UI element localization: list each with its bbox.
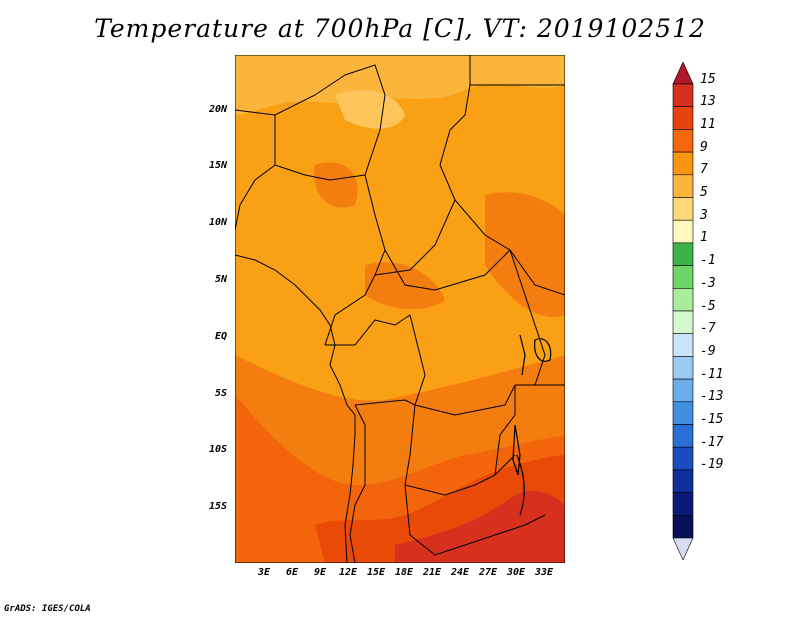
colorbar-label: 9 bbox=[700, 139, 708, 155]
colorbar-swatch bbox=[672, 310, 694, 335]
lon-label: 24E bbox=[450, 567, 470, 578]
colorbar-swatch bbox=[672, 151, 694, 176]
grads-credit: GrADS: IGES/COLA bbox=[4, 604, 91, 614]
colorbar-label: -9 bbox=[700, 343, 716, 359]
colorbar-swatch bbox=[672, 265, 694, 289]
lat-label: 20N bbox=[208, 104, 227, 115]
lon-label: 30E bbox=[506, 567, 526, 578]
lon-label: 12E bbox=[338, 567, 358, 578]
colorbar-label: 1 bbox=[700, 230, 708, 246]
colorbar-label: 5 bbox=[700, 185, 708, 200]
lat-label: 15N bbox=[208, 160, 227, 171]
colorbar-swatch bbox=[672, 242, 694, 266]
colorbar-top-arrow bbox=[672, 62, 694, 85]
colorbar-swatch bbox=[672, 356, 694, 380]
temperature-warm-patch-east bbox=[485, 192, 565, 317]
lon-label: 27E bbox=[478, 567, 498, 578]
colorbar-label: -17 bbox=[700, 434, 724, 450]
colorbar-swatch bbox=[672, 197, 694, 221]
lakes bbox=[512, 334, 552, 516]
colorbar-swatch bbox=[672, 446, 694, 471]
colorbar-label: -15 bbox=[700, 412, 724, 427]
chart-title: Temperature at 700hPa [C], VT: 201910251… bbox=[94, 14, 706, 43]
lat-label: 10N bbox=[208, 217, 227, 228]
temperature-cool-patch bbox=[335, 90, 405, 129]
colorbar-swatch bbox=[672, 401, 694, 425]
temperature-warm-patch-north bbox=[314, 162, 358, 208]
colorbar-bottom-arrow bbox=[672, 537, 694, 560]
colorbar-label: -3 bbox=[700, 275, 716, 291]
lat-label: 10S bbox=[208, 444, 227, 455]
colorbar-label: -13 bbox=[700, 389, 724, 405]
colorbar-label: -11 bbox=[700, 366, 724, 382]
colorbar-label: 13 bbox=[700, 94, 716, 110]
lat-label: 5S bbox=[214, 388, 227, 399]
country-borders bbox=[235, 55, 565, 563]
colorbar-swatch bbox=[672, 106, 694, 130]
colorbar-swatch bbox=[672, 492, 694, 516]
lat-label: EQ bbox=[214, 331, 227, 342]
temperature-band-15 bbox=[395, 490, 565, 563]
colorbar-label: -7 bbox=[700, 321, 716, 337]
lon-label: 33E bbox=[534, 567, 554, 578]
colorbar-swatch bbox=[672, 83, 694, 108]
lon-label: 6E bbox=[285, 567, 299, 578]
colorbar-swatch bbox=[672, 333, 694, 357]
colorbar-label: 11 bbox=[700, 116, 716, 132]
colorbar-swatch bbox=[672, 174, 694, 198]
lon-label: 3E bbox=[257, 567, 271, 578]
colorbar-label: 3 bbox=[700, 207, 708, 223]
lon-label: 18E bbox=[394, 567, 414, 578]
lat-label: 15S bbox=[208, 501, 227, 512]
colorbar-label: -5 bbox=[700, 298, 716, 314]
colorbar-swatch bbox=[672, 424, 694, 448]
lon-label: 9E bbox=[313, 567, 327, 578]
colorbar-label: -1 bbox=[700, 253, 716, 269]
colorbar-swatch bbox=[672, 288, 694, 312]
lon-label: 21E bbox=[422, 567, 442, 578]
colorbar-swatch bbox=[672, 129, 694, 153]
coastline bbox=[235, 254, 356, 563]
temperature-band-7 bbox=[235, 55, 565, 115]
colorbar-swatch bbox=[672, 469, 694, 493]
colorbar bbox=[672, 62, 694, 560]
colorbar-swatch bbox=[672, 378, 694, 403]
lat-label: 5N bbox=[214, 274, 227, 285]
colorbar-label: 15 bbox=[700, 71, 716, 87]
temperature-map bbox=[235, 55, 565, 563]
colorbar-swatch bbox=[672, 219, 694, 244]
colorbar-label: -19 bbox=[700, 457, 724, 473]
colorbar-swatch bbox=[672, 514, 694, 539]
colorbar-label: 7 bbox=[700, 162, 708, 178]
lon-label: 15E bbox=[366, 567, 386, 578]
